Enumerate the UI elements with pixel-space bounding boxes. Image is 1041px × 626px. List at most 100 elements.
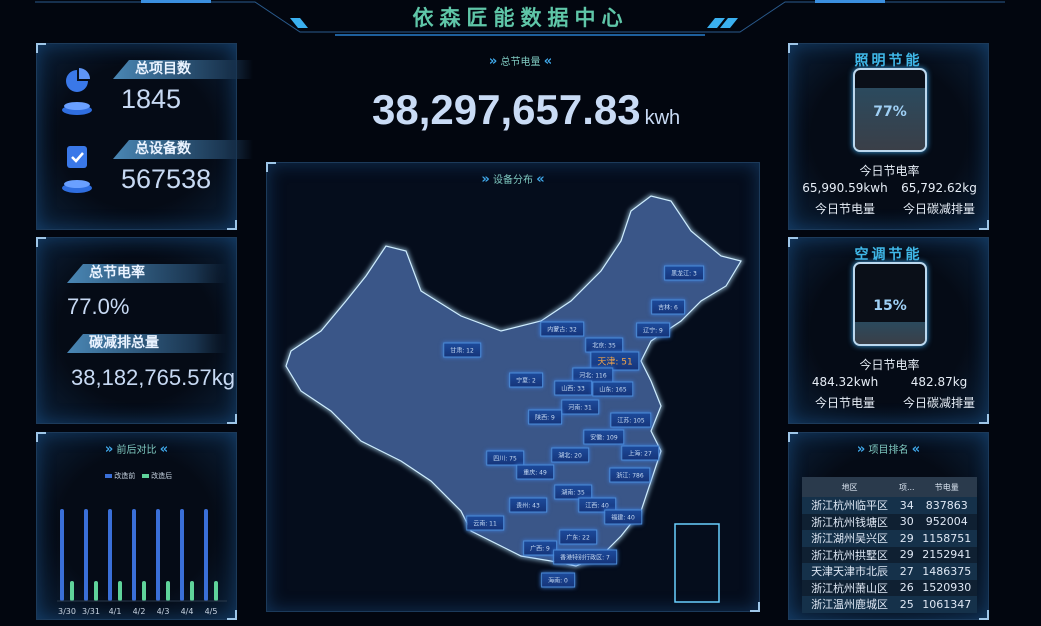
cell-projects: 29	[897, 530, 917, 547]
rates-panel: 总节电率 77.0% 碳减排总量 38,182,765.57kg	[36, 237, 237, 424]
province-label[interactable]: 重庆: 49	[516, 464, 554, 480]
chevron-right-icon: »	[481, 172, 490, 187]
rate-label: 总节电率	[67, 264, 227, 283]
cell-projects: 26	[897, 579, 917, 596]
province-label[interactable]: 安徽: 109	[583, 429, 625, 445]
bar-after	[214, 581, 218, 601]
devices-value: 567538	[121, 164, 212, 194]
legend-swatch-after	[141, 474, 149, 478]
lighting-title: 照明节能	[854, 53, 923, 69]
table-row[interactable]: 浙江杭州钱塘区 30 952004	[802, 513, 977, 530]
ac-kwh: 484.32kwh	[811, 375, 879, 389]
province-label[interactable]: 香港特别行政区: 7	[553, 549, 617, 565]
bar-before	[132, 509, 136, 601]
legend-after: 改造后	[151, 472, 173, 480]
chevron-right-icon: »	[856, 442, 866, 457]
province-label[interactable]: 陕西: 9	[528, 409, 562, 425]
chart-legend: 改造前 改造后	[105, 471, 172, 481]
province-label[interactable]: 湖北: 20	[551, 447, 589, 463]
col-projects[interactable]: 项...	[897, 477, 917, 497]
table-row[interactable]: 天津天津市北辰 27 1486375	[802, 563, 977, 580]
bar-before	[204, 509, 208, 601]
province-label[interactable]: 福建: 40	[604, 509, 642, 525]
ranking-table: 地区 项... 节电量 浙江杭州临平区 34 837863 浙江杭州钱塘区 30 9520…	[802, 477, 977, 613]
province-label[interactable]: 北京: 35	[585, 337, 623, 353]
table-row[interactable]: 浙江杭州拱墅区 29 2152941	[802, 546, 977, 563]
table-row[interactable]: 浙江湖州吴兴区 29 1158751	[802, 530, 977, 547]
x-tick-label: 3/30	[58, 607, 76, 616]
province-label[interactable]: 天津: 51	[590, 351, 640, 371]
chevron-right-icon: »	[488, 54, 498, 69]
lighting-rate: 77%	[873, 104, 907, 120]
province-label[interactable]: 甘肃: 12	[443, 342, 481, 358]
bar-after	[166, 581, 170, 601]
lighting-rate-gauge: 77%	[853, 68, 927, 152]
cell-projects: 34	[897, 497, 917, 514]
china-map[interactable]	[267, 163, 761, 613]
bar-before	[84, 509, 88, 601]
ac-kwh-label: 今日节电量	[814, 396, 875, 410]
province-label[interactable]: 广东: 22	[559, 529, 597, 545]
projects-label: 总项目数	[113, 60, 253, 79]
province-label[interactable]: 贵州: 43	[509, 497, 547, 513]
ranking-title: 项目排名	[868, 445, 909, 456]
x-tick-label: 4/1	[109, 607, 122, 616]
table-row[interactable]: 浙江温州鹿城区 25 1061347	[802, 596, 977, 613]
compare-bar-chart: 3/30 3/31 4/1 4/2 4/3 4/4 4/5	[57, 509, 227, 616]
cell-region: 天津天津市北辰	[802, 563, 898, 580]
bar-before	[180, 509, 184, 601]
province-label[interactable]: 广西: 9	[523, 540, 557, 556]
cell-energy: 1486375	[916, 563, 977, 580]
lighting-kwh: 65,990.59kwh	[802, 181, 888, 195]
province-label[interactable]: 湖南: 35	[554, 484, 592, 500]
province-label[interactable]: 上海: 27	[621, 445, 659, 461]
province-label[interactable]: 河南: 31	[561, 399, 599, 415]
province-label[interactable]: 海南: 0	[541, 572, 575, 588]
chevron-left-icon: «	[543, 54, 553, 69]
chevron-left-icon: «	[911, 442, 921, 457]
province-label[interactable]: 四川: 75	[486, 450, 524, 466]
checklist-icon	[62, 144, 92, 194]
bar-before	[108, 509, 112, 601]
cell-energy: 952004	[916, 513, 977, 530]
province-label[interactable]: 内蒙古: 32	[540, 321, 584, 337]
legend-before: 改造前	[114, 472, 136, 480]
table-row[interactable]: 浙江杭州临平区 34 837863	[802, 497, 977, 514]
province-label[interactable]: 宁夏: 2	[509, 372, 543, 388]
lighting-kg: 65,792.62kg	[901, 181, 977, 195]
col-energy[interactable]: 节电量	[916, 477, 977, 497]
legend-swatch-before	[105, 474, 112, 478]
province-label[interactable]: 辽宁: 9	[636, 322, 670, 338]
province-label[interactable]: 吉林: 6	[651, 299, 685, 315]
header-decoration	[35, 0, 1005, 40]
ac-title: 空调节能	[854, 247, 923, 263]
chevron-right-icon: »	[104, 442, 114, 457]
x-tick-label: 4/2	[133, 607, 146, 616]
x-tick-label: 4/3	[157, 607, 170, 616]
province-label[interactable]: 江苏: 105	[610, 412, 652, 428]
cell-projects: 25	[897, 596, 917, 613]
ac-kg-label: 今日碳减排量	[902, 396, 975, 410]
ac-kg: 482.87kg	[910, 375, 968, 389]
province-label[interactable]: 浙江: 786	[609, 467, 651, 483]
rate-value: 77.0%	[67, 294, 130, 319]
total-value: 38,297,657.83	[372, 86, 641, 133]
province-label[interactable]: 江西: 40	[578, 497, 616, 513]
cell-region: 浙江温州鹿城区	[802, 596, 898, 613]
ac-rate: 15%	[873, 298, 907, 314]
table-row[interactable]: 浙江杭州萧山区 26 1520930	[802, 579, 977, 596]
compare-title: 前后对比	[116, 445, 157, 456]
bar-after	[94, 581, 98, 601]
map-title: 设备分布	[493, 175, 533, 186]
devices-label: 总设备数	[113, 140, 253, 159]
bar-after	[70, 581, 74, 601]
province-label[interactable]: 黑龙江: 3	[664, 265, 704, 281]
ranking-panel: » 项目排名 « 地区 项... 节电量 浙江杭州临平区 34 837863 浙江杭州…	[788, 432, 989, 620]
bar-after	[190, 581, 194, 601]
province-label[interactable]: 山西: 33	[554, 380, 592, 396]
province-label[interactable]: 山东: 165	[592, 381, 634, 397]
ac-rate-label: 今日节电率	[859, 358, 920, 372]
province-label[interactable]: 云南: 11	[466, 515, 504, 531]
col-region[interactable]: 地区	[802, 477, 898, 497]
cell-energy: 1520930	[916, 579, 977, 596]
